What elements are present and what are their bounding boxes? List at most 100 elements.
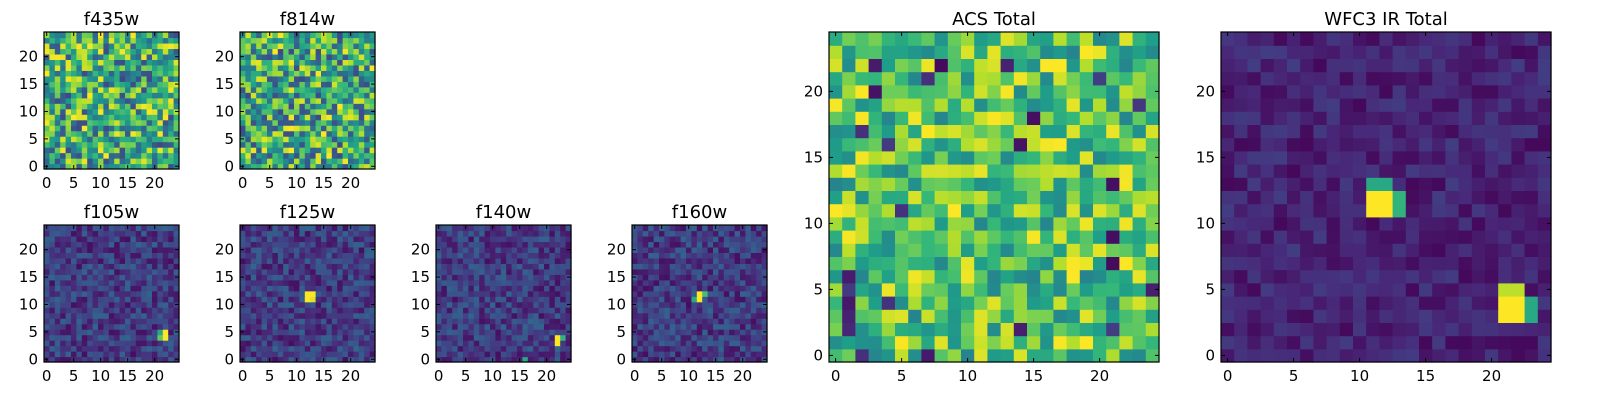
pixel-cell: [283, 64, 290, 71]
pixel-cell: [881, 111, 896, 125]
pixel-cell: [675, 340, 682, 347]
pixel-cell: [162, 351, 169, 358]
pixel-cell: [267, 307, 273, 314]
pixel-cell: [538, 257, 545, 264]
pixel-cell: [168, 32, 175, 39]
pixel-cell: [686, 307, 692, 314]
pixel-cell: [60, 147, 67, 154]
pixel-cell: [713, 312, 719, 319]
pixel-cell: [554, 257, 561, 264]
pixel-cell: [729, 268, 736, 275]
pixel-cell: [119, 307, 126, 314]
pixel-cell: [729, 274, 736, 281]
pixel-cell: [364, 130, 371, 137]
pixel-cell: [1313, 309, 1328, 323]
pixel-cell: [1379, 230, 1394, 244]
pixel-cell: [76, 307, 83, 314]
pixel-cell: [310, 230, 317, 237]
pixel-cell: [76, 329, 83, 336]
pixel-cell: [921, 177, 936, 191]
pixel-cell: [245, 263, 252, 270]
pixel-cell: [125, 103, 131, 110]
pixel-cell: [294, 70, 300, 77]
pixel-cell: [881, 150, 896, 165]
pixel-cell: [855, 177, 870, 191]
pixel-cell: [81, 152, 88, 159]
pixel-cell: [522, 246, 529, 253]
pixel-cell: [702, 318, 709, 325]
pixel-cell: [745, 301, 752, 308]
pixel-cell: [1040, 58, 1054, 73]
pixel-cell: [680, 334, 687, 341]
pixel-cell: [500, 340, 507, 347]
pixel-cell: [691, 312, 698, 319]
pixel-cell: [987, 32, 1002, 46]
pixel-cell: [49, 290, 56, 297]
pixel-cell: [60, 274, 67, 281]
pixel-cell: [1432, 296, 1446, 310]
pixel-cell: [517, 257, 523, 264]
pixel-cell: [92, 290, 99, 297]
pixel-cell: [1040, 335, 1054, 350]
pixel-cell: [369, 152, 376, 159]
pixel-cell: [348, 81, 354, 88]
x-tick-label: 0: [630, 367, 640, 385]
pixel-cell: [1537, 243, 1552, 257]
pixel-cell: [881, 282, 896, 297]
pixel-cell: [294, 64, 300, 71]
pixel-cell: [157, 75, 164, 82]
pixel-cell: [1287, 243, 1301, 257]
pixel-cell: [353, 246, 360, 253]
x-tick-label: 20: [341, 367, 360, 385]
pixel-cell: [315, 97, 322, 104]
pixel-cell: [283, 340, 290, 347]
pixel-cell: [108, 125, 115, 132]
pixel-cell: [554, 235, 561, 243]
pixel-cell: [135, 312, 142, 319]
pixel-cell: [299, 81, 306, 88]
pixel-cell: [1511, 190, 1526, 205]
pixel-cell: [522, 345, 529, 352]
pixel-cell: [321, 81, 327, 88]
pixel-cell: [855, 58, 870, 73]
pixel-cell: [283, 225, 290, 232]
pixel-cell: [353, 92, 360, 99]
pixel-cell: [868, 243, 883, 257]
pixel-cell: [277, 279, 284, 286]
pixel-cell: [173, 230, 180, 237]
pixel-cell: [125, 136, 131, 143]
pixel-cell: [310, 32, 317, 39]
pixel-cell: [565, 268, 572, 275]
pixel-cell: [173, 318, 180, 325]
pixel-cell: [691, 230, 698, 237]
pixel-cell: [686, 230, 692, 237]
pixel-cell: [549, 334, 556, 341]
pixel-cell: [119, 103, 126, 110]
pixel-cell: [436, 290, 442, 297]
pixel-cell: [1053, 58, 1068, 73]
pixel-cell: [1000, 335, 1015, 350]
pixel-cell: [1273, 348, 1288, 363]
pixel-cell: [734, 252, 741, 259]
pixel-cell: [1300, 190, 1314, 205]
pixel-cell: [921, 203, 936, 218]
pixel-cell: [369, 241, 376, 248]
pixel-cell: [745, 285, 752, 292]
pixel-cell: [288, 70, 295, 77]
pixel-cell: [146, 103, 153, 110]
pixel-cell: [277, 32, 284, 39]
pixel-cell: [468, 230, 475, 237]
pixel-cell: [1066, 58, 1081, 73]
pixel-cell: [294, 301, 300, 308]
pixel-cell: [71, 64, 77, 71]
pixel-cell: [463, 345, 469, 352]
pixel-cell: [702, 252, 709, 259]
pixel-cell: [659, 334, 665, 341]
pixel-cell: [1498, 177, 1512, 191]
pixel-cell: [342, 108, 349, 115]
pixel-cell: [527, 241, 534, 248]
pixel-cell: [141, 152, 148, 159]
pixel-cell: [934, 216, 949, 231]
pixel-cell: [299, 246, 306, 253]
pixel-cell: [1221, 177, 1235, 191]
